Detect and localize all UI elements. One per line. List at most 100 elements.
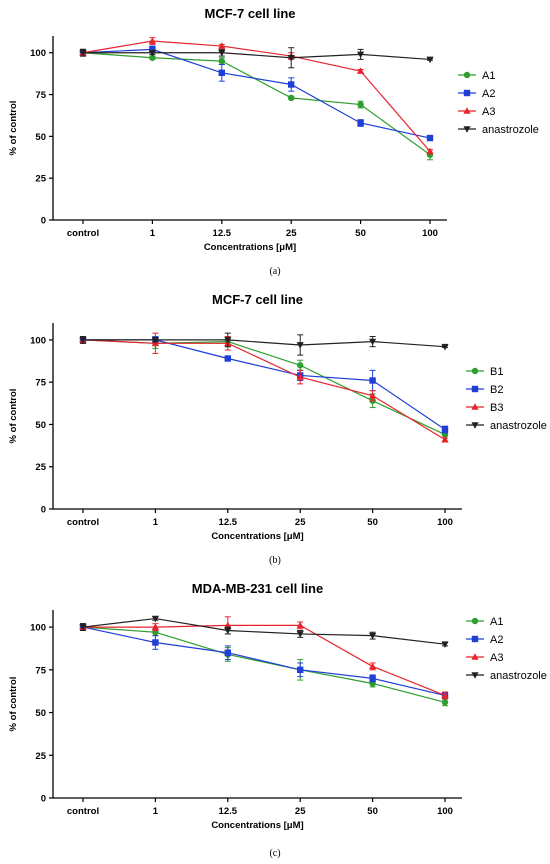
series-line	[82, 52, 431, 156]
x-tick-label: 1	[153, 517, 159, 528]
y-tick-label: 75	[35, 665, 46, 676]
y-tick-label: 0	[41, 505, 46, 516]
legend-marker	[471, 653, 479, 660]
panel-caption: (b)	[269, 555, 281, 566]
panel-caption: (a)	[269, 266, 280, 277]
y-axis-label: % of control	[8, 389, 19, 444]
legend-entry: anastrozole	[466, 420, 547, 432]
data-point	[218, 42, 226, 49]
legend-label: B3	[490, 402, 503, 414]
y-tick-label: 75	[35, 378, 46, 389]
y-tick-label: 50	[35, 708, 46, 719]
legend-entry: A2	[458, 88, 495, 100]
legend-entry: anastrozole	[458, 124, 539, 136]
legend-label: anastrozole	[490, 670, 547, 682]
legend-marker	[471, 635, 479, 643]
y-tick-label: 50	[35, 420, 46, 431]
y-tick-label: 75	[35, 90, 46, 101]
x-tick-label: 50	[367, 517, 378, 528]
data-point	[218, 69, 225, 76]
series-b3	[79, 332, 449, 443]
data-point	[441, 426, 449, 433]
legend-entry: anastrozole	[466, 670, 547, 682]
data-point	[224, 621, 232, 629]
legend-marker	[471, 672, 479, 679]
y-tick-label: 25	[35, 174, 46, 185]
series-line	[82, 617, 446, 645]
data-point	[218, 57, 225, 65]
data-point	[296, 631, 304, 638]
x-tick-label: 12.5	[213, 228, 232, 239]
series-a2	[79, 623, 449, 700]
data-point	[357, 51, 365, 59]
data-point	[369, 632, 377, 640]
y-tick-label: 25	[35, 462, 46, 473]
data-point	[297, 362, 304, 369]
chart-panel-2: MCF-7 cell line 0 25 50 75 100 control 1 12.5 25 5…	[8, 292, 547, 566]
data-point	[148, 37, 156, 44]
data-point	[148, 49, 156, 57]
data-point	[288, 81, 295, 88]
legend-label: B1	[490, 366, 503, 378]
y-tick-label: 100	[30, 48, 46, 59]
legend-marker	[463, 126, 471, 133]
legend-marker	[471, 617, 479, 625]
data-point	[296, 342, 304, 349]
x-tick-label: 12.5	[219, 517, 238, 528]
series-line	[82, 339, 446, 441]
data-point	[218, 49, 226, 57]
x-tick-label: 25	[295, 517, 306, 528]
x-tick-label: 50	[367, 806, 378, 817]
series-line	[82, 339, 446, 436]
x-tick-label: control	[67, 806, 99, 817]
data-point	[426, 56, 434, 64]
x-tick-label: 25	[295, 806, 306, 817]
series-b2	[79, 336, 449, 434]
legend-label: B2	[490, 384, 503, 396]
legend-marker	[471, 385, 479, 393]
data-point	[357, 67, 365, 74]
chart-panel-3: MDA-MB-231 cell line 0 25 50 75 100 control 1 12…	[8, 581, 547, 859]
data-point	[357, 119, 364, 127]
legend-entry: A1	[458, 70, 495, 82]
legend-marker	[463, 89, 471, 97]
panel-caption: (c)	[269, 848, 280, 859]
legend-label: A3	[490, 652, 503, 664]
legend-entry: B2	[466, 384, 503, 396]
legend-label: A2	[482, 88, 495, 100]
legend-entry: B3	[466, 402, 503, 414]
series-line	[83, 624, 446, 697]
data-point	[79, 49, 87, 57]
data-point	[152, 639, 159, 646]
x-tick-label: 1	[150, 228, 156, 239]
data-point	[287, 54, 295, 62]
legend-label: A1	[490, 616, 503, 628]
data-point	[369, 675, 376, 682]
series-anastrozole	[79, 615, 449, 648]
data-point	[426, 134, 434, 142]
data-point	[441, 691, 449, 699]
data-point	[426, 147, 434, 155]
legend-entry: A3	[466, 652, 503, 664]
data-point	[151, 623, 159, 630]
data-point	[369, 391, 377, 399]
x-axis-label: Concentrations [μM]	[211, 820, 303, 831]
x-axis-label: Concentrations [μM]	[204, 242, 296, 253]
chart-title: MCF-7 cell line	[204, 6, 295, 21]
y-tick-label: 25	[35, 751, 46, 762]
series-line	[82, 626, 446, 697]
series-anastrozole	[79, 47, 434, 69]
legend-entry: A2	[466, 634, 503, 646]
legend-marker	[471, 367, 479, 375]
data-point	[224, 627, 232, 635]
y-tick-label: 0	[41, 794, 46, 805]
y-axis-label: % of control	[8, 677, 19, 732]
y-tick-label: 50	[35, 132, 46, 143]
data-point	[79, 337, 87, 344]
series-b1	[79, 336, 449, 439]
data-point	[149, 46, 156, 53]
series-a1	[79, 623, 449, 707]
series-a1	[79, 48, 434, 161]
data-point	[441, 435, 449, 443]
x-tick-label: 100	[437, 806, 453, 817]
